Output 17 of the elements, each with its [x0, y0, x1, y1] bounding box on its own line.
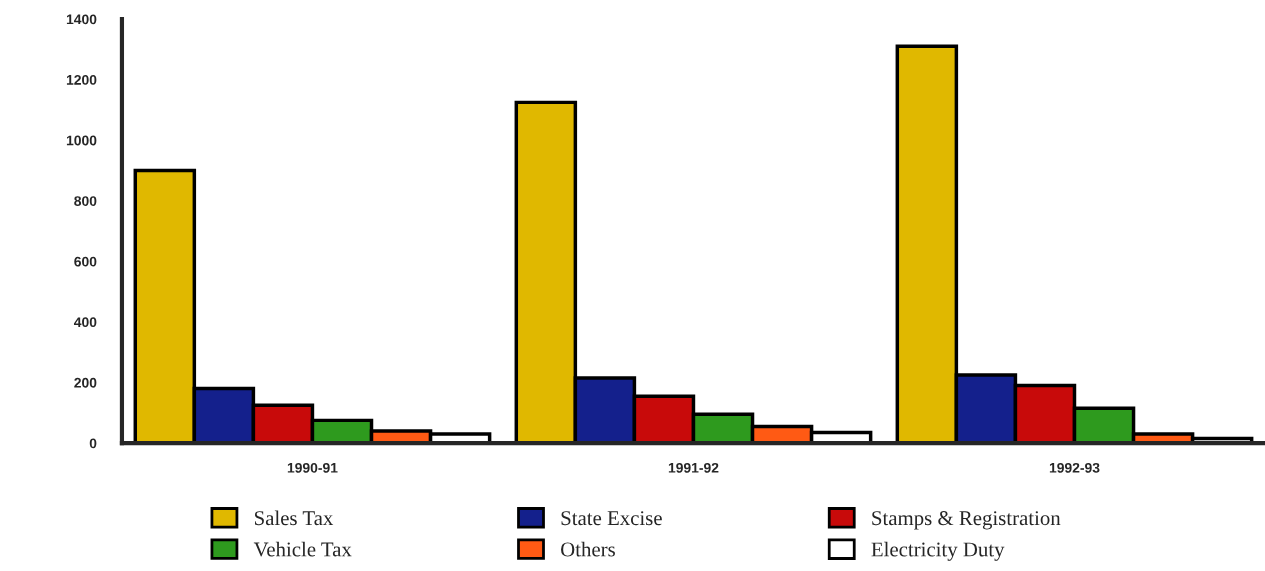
y-tick-label: 1200: [66, 74, 97, 85]
x-tick-label: 1991-92: [668, 462, 719, 473]
legend-label: Stamps & Registration: [872, 511, 1061, 530]
y-tick-label: 600: [74, 256, 97, 267]
legend-label: Sales Tax: [254, 510, 334, 526]
legend-label: State Excise: [561, 511, 662, 526]
x-tick-label: 1992-93: [1049, 462, 1100, 473]
y-tick-label: 200: [74, 377, 97, 388]
legend-label: Others: [561, 541, 615, 557]
x-tick-label: 1990-91: [287, 462, 338, 473]
legend-label: Vehicle Tax: [253, 541, 352, 557]
y-tick-label: 0: [89, 438, 97, 449]
y-tick-label: 800: [74, 196, 97, 206]
y-tick-label: 1000: [66, 135, 97, 146]
y-tick-label: 1400: [66, 14, 97, 25]
legend-label: Electricity Duty: [871, 541, 1005, 561]
y-tick-label: 400: [73, 317, 97, 328]
